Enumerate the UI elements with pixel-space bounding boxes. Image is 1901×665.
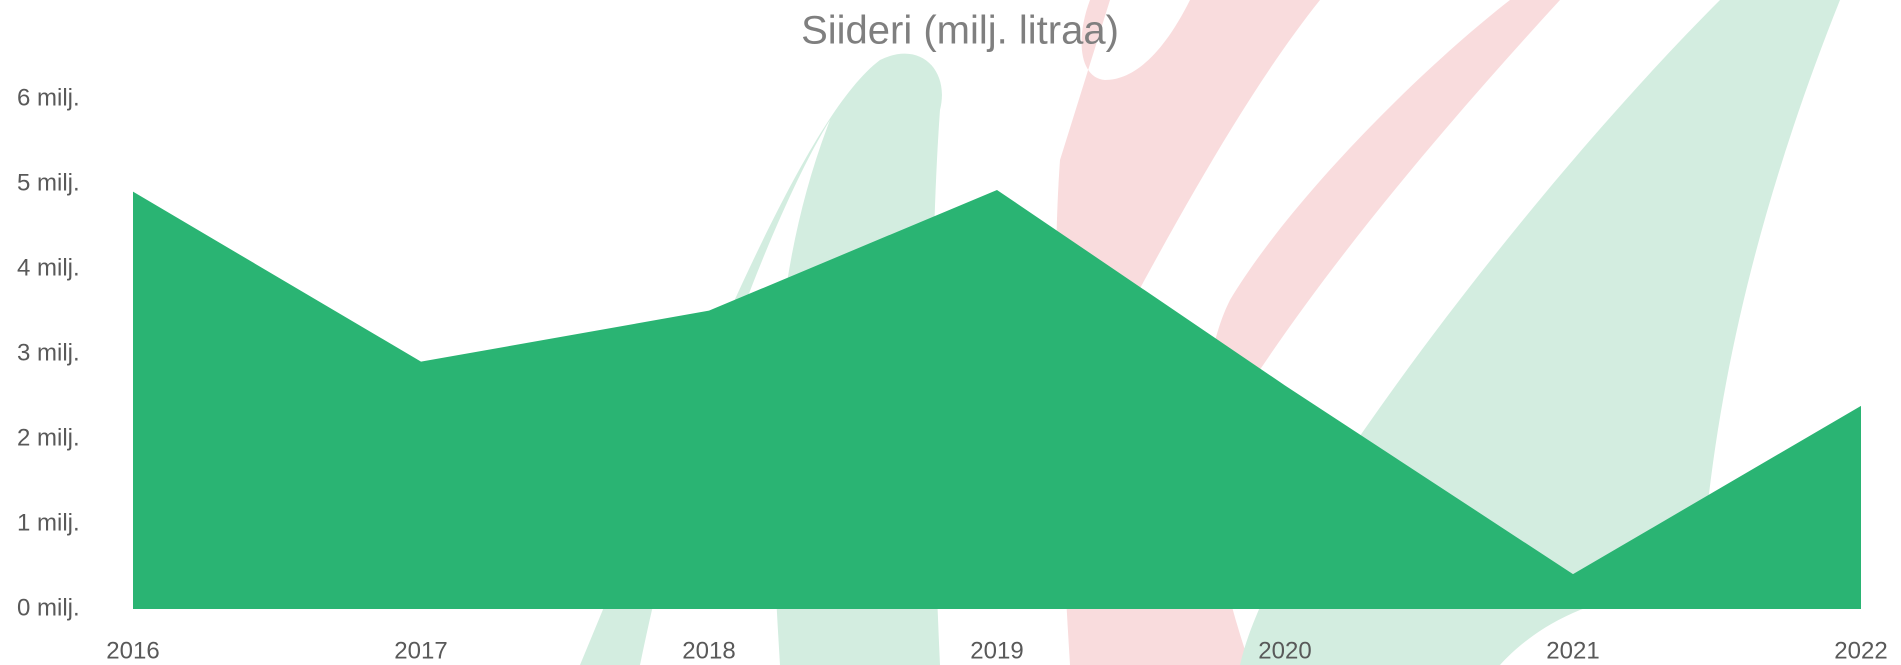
page: {"chart_data": {"type": "area", "title":…: [0, 0, 1901, 665]
x-tick-label: 2018: [682, 637, 735, 664]
x-tick-label: 2020: [1258, 637, 1311, 664]
y-tick-label: 1 milj.: [17, 509, 80, 536]
y-tick-label: 5 milj.: [17, 169, 80, 196]
x-tick-label: 2022: [1834, 637, 1887, 664]
x-tick-label: 2019: [970, 637, 1023, 664]
chart: Siideri (milj. litraa) 0 milj. 1 milj. 2 m…: [0, 0, 1901, 665]
x-tick-label: 2017: [394, 637, 447, 664]
y-tick-label: 3 milj.: [17, 339, 80, 366]
chart-title: Siideri (milj. litraa): [801, 9, 1119, 53]
x-tick-label: 2016: [106, 637, 159, 664]
y-tick-label: 0 milj.: [17, 594, 80, 621]
y-tick-label: 2 milj.: [17, 424, 80, 451]
x-tick-label: 2021: [1546, 637, 1599, 664]
y-tick-label: 6 milj.: [17, 84, 80, 111]
y-tick-label: 4 milj.: [17, 254, 80, 281]
